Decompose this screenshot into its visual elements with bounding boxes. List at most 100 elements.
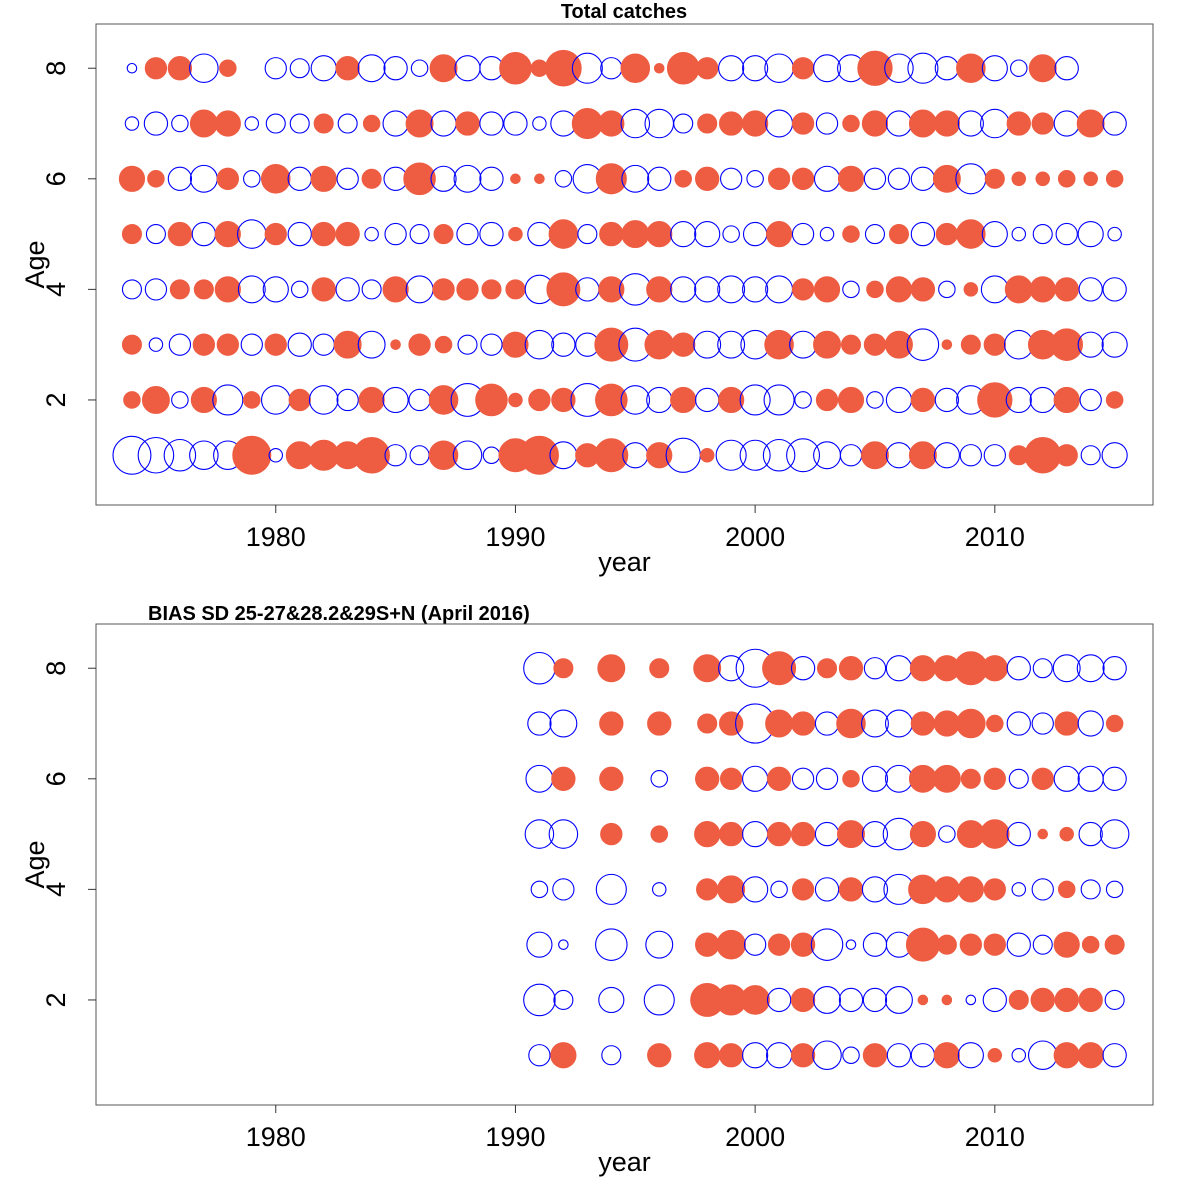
- catches-bubble-age5-1997: [670, 220, 697, 248]
- catches-bubble-age8-1984: [357, 54, 386, 83]
- bias-bubble-age5-2011: [1006, 821, 1031, 847]
- bias-bubble-age8-2001: [762, 651, 797, 686]
- catches-bubble-age8-2003: [813, 54, 842, 83]
- bias-bubble-age8-2006: [885, 655, 913, 682]
- catches-bubble-age1-2008: [933, 442, 960, 469]
- catches-bubble-age5-2011: [1011, 226, 1027, 242]
- catches-bubble-age4-1994: [598, 276, 625, 303]
- bias-bubble-age3-2002: [790, 932, 816, 957]
- bias-bubble-age8-2010: [981, 655, 1008, 682]
- catches-bubble-age1-1976: [163, 438, 197, 472]
- catches-bubble-age8-1976: [167, 56, 193, 81]
- catches-bubble-age3-1998: [693, 330, 722, 359]
- catches-bubble-age2-1992: [551, 387, 576, 413]
- catches-bubble-age6-1974: [118, 165, 146, 192]
- bias-bubble-age5-1992: [548, 819, 579, 849]
- bias-bubble-age4-2009: [957, 876, 984, 903]
- catches-bubble-age8-2012: [1028, 54, 1057, 83]
- bias-bubble-age1-2002: [790, 1043, 816, 1068]
- bias-bubble-age8-1992: [553, 658, 574, 679]
- bias-bubble-age1-2005: [862, 1043, 888, 1068]
- catches-bubble-age3-1984: [357, 330, 386, 359]
- bias-bubble-age5-2015: [1099, 819, 1130, 849]
- bias-bubble-age6-2007: [908, 764, 937, 793]
- bias-bubble-age1-1996: [647, 1043, 672, 1068]
- catches-bubble-age1-1998: [699, 447, 715, 463]
- catches-bubble-age8-2009: [956, 53, 986, 84]
- catches-bubble-age2-1980: [260, 385, 291, 415]
- bias-bubble-age3-2001: [767, 933, 791, 956]
- catches-bubble-age3-2014: [1077, 331, 1104, 358]
- bias-bubble-age8-2011: [1006, 656, 1031, 681]
- bias-bubble-age8-2004: [838, 656, 864, 681]
- catches-bubble-age2-2000: [739, 384, 771, 416]
- catches-bubble-age8-1992: [545, 49, 582, 87]
- catches-bubble-age4-1986: [405, 275, 434, 304]
- catches-bubble-age2-1996: [646, 386, 673, 414]
- catches-bubble-age2-1990: [508, 392, 523, 408]
- catches-bubble-age2-1999: [718, 386, 745, 414]
- catches-bubble-age7-2007: [908, 109, 937, 138]
- catches-bubble-age3-1986: [408, 333, 431, 356]
- bias-bubble-age1-2001: [765, 1042, 793, 1069]
- catches-bubble-age3-2008: [941, 339, 953, 350]
- bias-bubble-age1-2014: [1077, 1042, 1104, 1069]
- bias-bubble-age6-1991: [525, 764, 554, 793]
- catches-bubble-age8-1981: [289, 58, 310, 79]
- catches-bubble-age8-1983: [335, 56, 360, 81]
- catches-bubble-age3-1991: [524, 329, 555, 360]
- bias-y-tick-label: 4: [41, 882, 71, 897]
- bias-bubble-age8-2013: [1052, 654, 1081, 683]
- bias-bubble-age6-2012: [1031, 767, 1054, 790]
- catches-bubble-age2-1978: [212, 384, 244, 416]
- catches-bubble-age7-1974: [124, 116, 140, 131]
- catches-bubble-age1-2003: [813, 441, 842, 470]
- catches-bubble-age7-1999: [718, 111, 744, 136]
- bias-bubble-age4-2015: [1105, 880, 1124, 899]
- bias-bubble-age6-2001: [766, 766, 792, 791]
- bias-bubble-age2-2006: [884, 985, 913, 1014]
- bias-bubble-age5-1996: [650, 825, 669, 843]
- catches-bubble-age4-2011: [1004, 275, 1033, 304]
- catches-bubble-age6-1991: [534, 173, 545, 185]
- catches-bubble-age6-1997: [674, 170, 692, 188]
- catches-bubble-age3-1999: [717, 330, 746, 359]
- bias-bubble-age8-2003: [816, 658, 838, 679]
- catches-bubble-age5-1988: [456, 222, 479, 246]
- bias-bubble-age7-2010: [986, 714, 1004, 733]
- catches-bubble-age1-2004: [839, 444, 863, 467]
- bias-bubble-age1-2010: [987, 1047, 1003, 1063]
- catches-bubble-age6-1994: [595, 163, 627, 195]
- bias-bubble-age7-2014: [1077, 710, 1104, 737]
- bias-bubble-age1-2012: [1027, 1040, 1058, 1071]
- catches-bubble-age7-1984: [362, 114, 381, 133]
- bias-bubble-age1-2000: [742, 1042, 769, 1069]
- catches-bubble-age5-1998: [694, 220, 721, 248]
- catches-bubble-age4-2008: [938, 280, 956, 299]
- bias-bubble-age8-2007: [909, 655, 937, 682]
- catches-bubble-age5-2010: [981, 220, 1008, 248]
- bias-bubble-age5-1998: [694, 820, 721, 848]
- catches-bubble-age1-2012: [1024, 436, 1062, 474]
- catches-bubble-age3-1987: [434, 335, 453, 354]
- catches-bubble-age2-2008: [934, 387, 960, 413]
- bias-bubble-age6-1996: [650, 770, 669, 788]
- catches-bubble-age7-2009: [957, 110, 984, 137]
- catches-bubble-age6-1982: [310, 165, 337, 192]
- catches-bubble-age7-1978: [214, 110, 241, 137]
- catches-bubble-age7-2011: [1006, 111, 1031, 136]
- catches-bubble-age6-2000: [746, 170, 764, 188]
- catches-bubble-age1-2002: [786, 438, 821, 473]
- catches-bubble-age6-1977: [189, 164, 218, 193]
- catches-bubble-age1-1994: [594, 438, 629, 473]
- bias-bubble-age6-2009: [960, 768, 981, 789]
- catches-bubble-age5-1979: [237, 219, 267, 249]
- bias-bubble-age2-2003: [813, 985, 842, 1014]
- catches-bubble-age3-1976: [168, 333, 192, 356]
- catches-bubble-age4-1989: [481, 279, 502, 300]
- catches-bubble-age7-1994: [598, 110, 625, 137]
- bias-bubble-age4-1999: [717, 875, 746, 904]
- bias-bubble-age1-2006: [886, 1043, 912, 1068]
- catches-bubble-age6-1983: [336, 167, 359, 190]
